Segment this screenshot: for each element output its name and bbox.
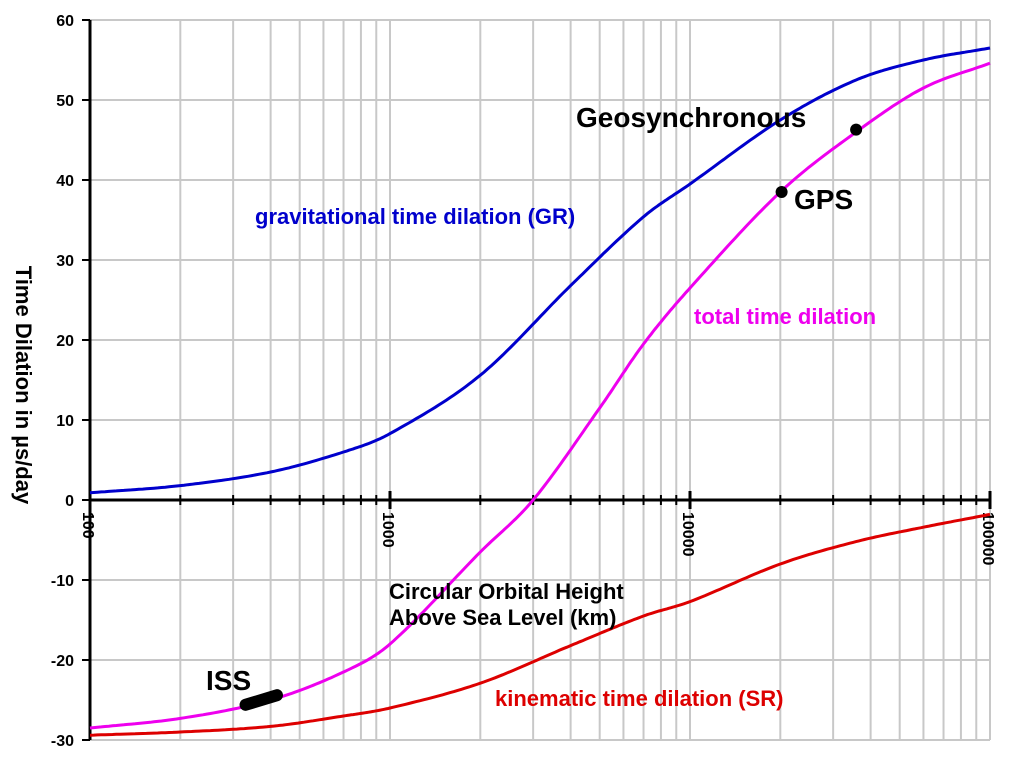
x-tick-label: 100000	[979, 512, 996, 565]
y-tick-label: -20	[51, 653, 74, 670]
y-tick-label: -10	[51, 573, 74, 590]
geosynchronous-label: Geosynchronous	[576, 102, 806, 133]
x-tick-label: 100	[79, 512, 96, 539]
x-tick-label: 1000	[379, 512, 396, 548]
axes: -30 -20 -10 0 10 20 30 40 50 60 100 1000 10000 100000	[51, 13, 996, 750]
data-point-geosynchronous	[850, 123, 863, 136]
markers	[239, 123, 863, 711]
labels: gravitational time dilation (GR) total t…	[11, 102, 876, 711]
iss-range-marker	[239, 689, 283, 711]
iss-label: ISS	[206, 665, 251, 696]
series-line-2	[89, 512, 991, 737]
y-tick-label: -30	[51, 733, 74, 750]
x-axis-title-line1: Circular Orbital Height	[389, 579, 624, 604]
y-tick-label: 20	[56, 333, 74, 350]
gr-series-label: gravitational time dilation (GR)	[255, 204, 575, 229]
y-tick-label: 40	[56, 173, 74, 190]
y-axis-title: Time Dilation in µs/day	[11, 266, 36, 505]
data-point-gps	[775, 186, 788, 198]
y-tick-label: 60	[56, 13, 74, 30]
y-tick-label: 10	[56, 413, 74, 430]
x-tick-label: 10000	[679, 512, 696, 557]
sr-series-label: kinematic time dilation (SR)	[495, 686, 784, 711]
gps-label: GPS	[794, 184, 853, 215]
total-series-label: total time dilation	[694, 304, 876, 329]
y-tick-label: 0	[65, 493, 74, 510]
y-tick-label: 30	[56, 253, 74, 270]
x-axis-title-line2: Above Sea Level (km)	[389, 605, 616, 630]
curves	[89, 46, 991, 737]
y-tick-label: 50	[56, 93, 74, 110]
series-line-0	[89, 46, 991, 495]
